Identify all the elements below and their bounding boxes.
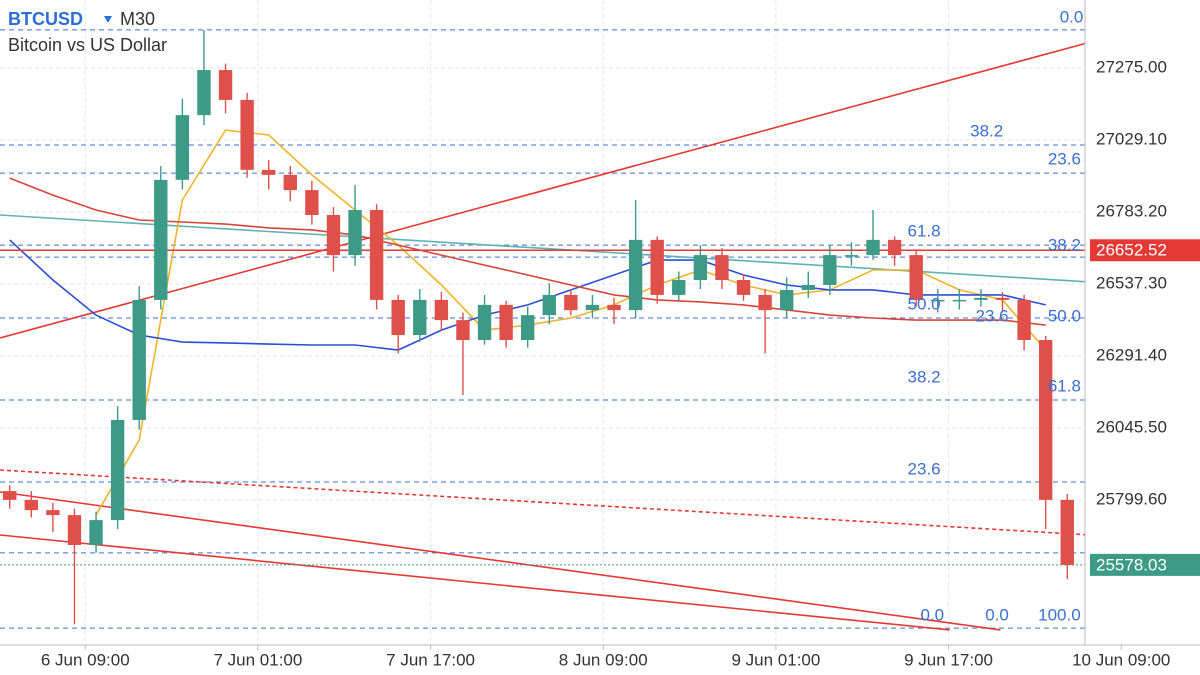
- trendline: [0, 214, 1085, 283]
- moving-average: [9, 239, 1046, 351]
- x-tick-label: 7 Jun 01:00: [213, 650, 302, 669]
- candle-body: [1017, 299, 1031, 341]
- candle-body: [456, 320, 470, 341]
- candle-body: [3, 491, 17, 500]
- overlay: 27275.00 27029.10 26783.20 26537.30 26291.40…: [41, 57, 1200, 669]
- candle-body: [499, 304, 513, 341]
- timeframe[interactable]: M30: [120, 9, 155, 29]
- plot-area: 0.0 38.2 23.6 61.8 38.2 50.0 23.6 50.0 38.2 61.8 2…: [0, 0, 1085, 645]
- candle-body: [305, 190, 319, 215]
- candle-body: [887, 239, 902, 256]
- subtitle: Bitcoin vs US Dollar: [8, 35, 167, 55]
- candle-body: [24, 499, 38, 511]
- y-tick-label: 26291.40: [1096, 345, 1167, 364]
- candle-body: [607, 304, 621, 311]
- candle-body: [521, 315, 535, 341]
- fib-label: 38.2: [970, 122, 1003, 141]
- candle-body: [67, 515, 82, 545]
- candle-body: [736, 279, 751, 295]
- trendline: [0, 491, 1001, 631]
- candle-body: [628, 239, 643, 311]
- candle-body: [1038, 340, 1053, 500]
- y-tick-label: 27029.10: [1096, 129, 1167, 148]
- candle-body: [866, 239, 880, 256]
- candle-body: [89, 520, 103, 545]
- candle-body: [650, 239, 664, 295]
- x-tick-label: 9 Jun 17:00: [904, 650, 993, 669]
- y-tick-label: 26537.30: [1096, 273, 1167, 292]
- fib-label: 61.8: [1048, 377, 1081, 396]
- candle-body: [758, 294, 772, 311]
- candle-body: [909, 255, 923, 300]
- symbol: BTCUSD: [8, 9, 83, 29]
- fib-label: 50.0: [908, 294, 941, 313]
- moving-average: [9, 177, 1046, 326]
- moving-average: [95, 129, 1047, 516]
- candle-body: [110, 419, 125, 521]
- x-tick-label: 9 Jun 01:00: [731, 650, 820, 669]
- candle-body: [974, 297, 988, 300]
- candle-body: [197, 70, 211, 116]
- x-tick-label: 6 Jun 09:00: [41, 650, 130, 669]
- y-tick-label: 27275.00: [1096, 57, 1167, 76]
- y-tick-label: 25799.60: [1096, 489, 1167, 508]
- candle-body: [326, 214, 341, 256]
- y-tick-label: 26045.50: [1096, 417, 1167, 436]
- candle-body: [434, 299, 449, 321]
- candle-body: [585, 304, 600, 311]
- candle-body: [348, 210, 362, 256]
- candle-body: [780, 289, 794, 311]
- x-tick-label: 10 Jun 09:00: [1072, 650, 1170, 669]
- fib-label: 23.6: [908, 460, 941, 479]
- candle-body: [283, 174, 297, 191]
- candle-body: [931, 299, 945, 302]
- candle-body: [715, 255, 729, 280]
- price-tag: [1090, 553, 1200, 576]
- candle-body: [413, 299, 427, 336]
- candle-body: [154, 179, 168, 300]
- price-tag-label: 25578.03: [1096, 555, 1167, 574]
- candle-body: [132, 299, 146, 420]
- candle-body: [801, 284, 815, 290]
- fib-label: 100.0: [1038, 606, 1081, 625]
- trendline: [0, 534, 950, 631]
- fib-label: 0.0: [985, 606, 1009, 625]
- candle-body: [542, 294, 556, 316]
- candle-body: [46, 510, 60, 516]
- fib-label: 38.2: [908, 368, 941, 387]
- candle-body: [672, 279, 686, 295]
- fib-label: 0.0: [1060, 7, 1084, 26]
- candle-body: [240, 99, 254, 170]
- candle-body: [175, 115, 190, 180]
- candle-body: [218, 70, 233, 100]
- fib-label: 23.6: [976, 306, 1009, 325]
- candle-body: [369, 210, 384, 300]
- candle-body: [262, 169, 276, 175]
- candle-body: [823, 255, 837, 285]
- candle-body: [391, 299, 405, 336]
- x-tick-label: 7 Jun 17:00: [386, 650, 475, 669]
- trendline: [0, 42, 1085, 339]
- candle-body: [995, 297, 1010, 300]
- fib-label: 50.0: [1048, 306, 1081, 325]
- fib-label: 38.2: [1048, 236, 1081, 255]
- y-tick-label: 26783.20: [1096, 201, 1167, 220]
- fib-label: 0.0: [921, 606, 945, 625]
- candle-body: [952, 299, 967, 302]
- fib-label: 61.8: [908, 221, 941, 240]
- candle-body: [844, 255, 859, 257]
- price-tag: [1090, 239, 1200, 262]
- dropdown-icon[interactable]: [104, 16, 112, 23]
- fib-label: 23.6: [1048, 149, 1081, 168]
- price-tag-label: 26652.52: [1096, 241, 1167, 260]
- candle-body: [564, 294, 578, 311]
- candle-body: [1060, 499, 1074, 565]
- x-tick-label: 8 Jun 09:00: [559, 650, 648, 669]
- candle-body: [693, 255, 708, 280]
- candle-body: [477, 304, 492, 341]
